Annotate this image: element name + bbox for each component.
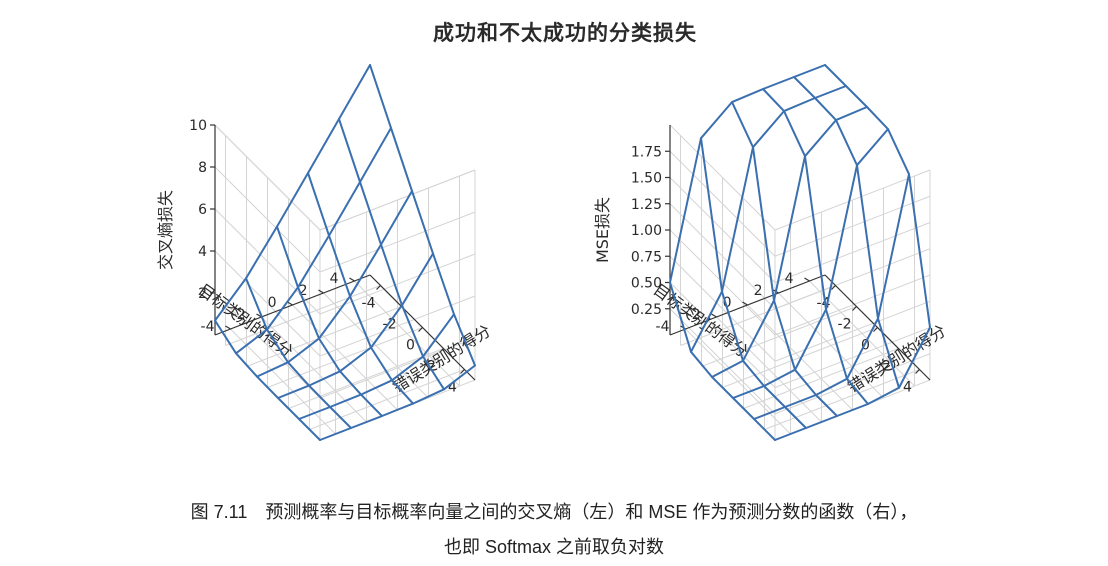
mse-x-tick-label: 2	[882, 359, 891, 375]
ce-surface-wire-row	[369, 64, 476, 367]
ce-z-axis-title: 交叉熵损失	[156, 190, 175, 270]
ce-grid-line	[230, 328, 336, 435]
ce-x-tick-label: -4	[362, 296, 376, 312]
mse-x-tick-label: 4	[903, 380, 912, 396]
ce-x-tick-mark	[460, 369, 465, 374]
ce-x-tick-mark	[439, 348, 444, 353]
ce-y-tick-mark	[349, 277, 355, 282]
ce-z-tick-label: 2	[198, 286, 207, 302]
mse-grid-line	[778, 292, 884, 399]
mse-y-tick-label: -4	[656, 319, 670, 335]
ce-surface-wire-col	[298, 313, 455, 420]
ce-z-tick-label: 10	[189, 118, 207, 134]
mse-surface-wire-col	[690, 85, 847, 353]
ce-y-tick-mark	[287, 301, 293, 306]
mse-x-tick-label: -2	[838, 317, 852, 333]
ce-surface-wire-col	[235, 127, 392, 355]
ce-z-tick-label: 6	[198, 202, 207, 218]
ce-surface-wire-row	[245, 277, 352, 429]
mse-grid-line	[809, 280, 915, 387]
ce-surface-wire-row	[276, 225, 383, 417]
figure-caption-line-2: 也即 Softmax 之前取负对数	[443, 537, 665, 557]
mse-surface-wire-row	[824, 64, 931, 329]
mse-z-tick-label: 0.50	[631, 276, 662, 292]
mse-x-tick-mark	[915, 369, 920, 374]
ce-z-tick-label: 8	[198, 160, 207, 176]
mse-y-tick-label: 2	[754, 283, 763, 299]
mse-y-tick-label: -2	[687, 307, 701, 323]
ce-surface-wire-col	[277, 252, 434, 399]
mse-grid-line	[747, 304, 853, 411]
mse-pane-edge	[669, 124, 776, 231]
mse-surface-wire-row	[762, 88, 869, 405]
ce-y-tick-label: -2	[232, 307, 246, 323]
ce-grid-line	[323, 292, 429, 399]
ce-surface-wire-col	[214, 64, 371, 322]
ce-grid-line	[292, 304, 398, 411]
mse-z-tick-label: 1.25	[631, 197, 662, 213]
mse-x-tick-mark	[873, 327, 878, 332]
ce-y-tick-label: -4	[201, 319, 215, 335]
mse-surface-wire-row	[793, 76, 900, 389]
mse-y-tick-mark	[804, 277, 810, 282]
ce-y-tick-mark	[318, 289, 324, 294]
ce-grid-line	[354, 280, 460, 387]
ce-surface-wire-row	[214, 319, 321, 441]
ce-surface-wire-row	[338, 118, 445, 391]
mse-z-tick-label: 1.50	[631, 171, 662, 187]
mse-y-tick-label: 4	[785, 271, 794, 287]
ce-x-tick-label: 2	[427, 359, 436, 375]
ce-y-tick-label: 2	[299, 283, 308, 299]
ce-grid-line	[261, 316, 367, 423]
ce-y-tick-mark	[225, 325, 231, 330]
mse-z-axis-title: MSE损失	[593, 197, 612, 263]
mse-grid-line	[685, 328, 791, 435]
ce-y-tick-label: 4	[330, 271, 339, 287]
mse-surface-wire-row	[700, 137, 807, 429]
mse-x-tick-mark	[831, 285, 836, 290]
ce-z-tick-label: 4	[198, 244, 207, 260]
ce-x-tick-label: 4	[448, 380, 457, 396]
ce-x-tick-label: 0	[406, 338, 415, 354]
mse-z-tick-label: 0.75	[631, 249, 662, 265]
mse-surface-wire-row	[731, 101, 838, 417]
mse-z-tick-label: 1.75	[631, 144, 662, 160]
mse-y-tick-label: 0	[723, 295, 732, 311]
ce-x-tick-mark	[376, 285, 381, 290]
mse-y-tick-mark	[711, 313, 717, 318]
mse-x-tick-mark	[894, 348, 899, 353]
ce-pane-edge	[214, 124, 321, 231]
mse-surface-plot: 0.250.500.751.001.251.501.75-4-2024-4-20…	[593, 64, 949, 441]
figure-title: 成功和不太成功的分类损失	[433, 21, 697, 45]
mse-surface-wire-col	[732, 128, 889, 399]
ce-x-tick-mark	[418, 327, 423, 332]
mse-surface-wire-col	[753, 173, 910, 420]
mse-surface-wire-col	[774, 326, 931, 441]
ce-surface-wire-col	[319, 364, 476, 441]
ce-y-tick-label: 0	[268, 295, 277, 311]
mse-y-tick-mark	[742, 301, 748, 306]
mse-x-tick-label: 0	[861, 338, 870, 354]
mse-pane-edge	[774, 169, 931, 231]
mse-surface-wire-col	[711, 106, 868, 378]
mse-x-tick-mark	[852, 306, 857, 311]
mse-z-tick-label: 0.25	[631, 302, 662, 318]
ce-surface-wire-col	[256, 190, 413, 378]
mse-surface-wire-col	[669, 64, 826, 284]
figure-caption-line-1: 图 7.11 预测概率与目标概率向量之间的交叉熵（左）和 MSE 作为预测分数的…	[190, 502, 918, 522]
mse-z-tick-label: 1.00	[631, 223, 662, 239]
ce-pane-edge	[319, 169, 476, 231]
mse-x-axis-title: 错误类别的得分	[844, 321, 949, 396]
mse-surface-wire-row	[669, 281, 776, 441]
ce-surface-wire-row	[307, 172, 414, 405]
